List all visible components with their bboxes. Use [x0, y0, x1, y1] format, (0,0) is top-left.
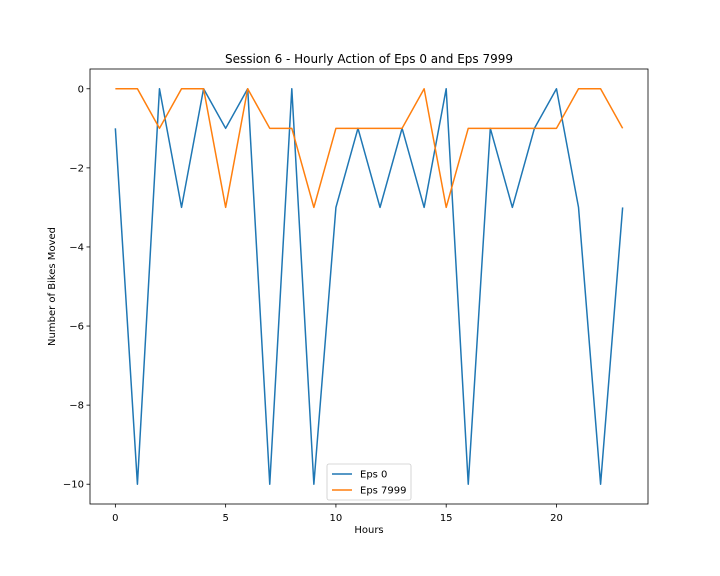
y-tick-label: −6 [69, 322, 84, 333]
x-tick-label: 0 [112, 513, 118, 524]
chart-title: Session 6 - Hourly Action of Eps 0 and E… [225, 52, 513, 66]
y-tick-label: −10 [63, 480, 84, 491]
y-tick-label: −2 [69, 163, 84, 174]
y-axis-ticks: 0 −2 −4 −6 −8 −10 [63, 84, 90, 491]
y-tick-label: 0 [78, 84, 84, 95]
x-tick-label: 20 [550, 513, 563, 524]
x-axis-label: Hours [354, 525, 383, 536]
y-axis-label: Number of Bikes Moved [47, 227, 58, 346]
legend-box [326, 463, 412, 501]
legend: Eps 0 Eps 7999 [326, 463, 412, 501]
legend-label-1: Eps 7999 [360, 486, 407, 497]
x-axis-ticks: 0 5 10 15 20 [112, 504, 563, 524]
legend-label-0: Eps 0 [360, 470, 387, 481]
series-line-1 [115, 88, 624, 209]
plot-frame [89, 68, 649, 505]
series-line-0 [114, 88, 624, 485]
x-tick-label: 5 [222, 513, 228, 524]
y-tick-label: −8 [69, 401, 84, 412]
plot-series [114, 88, 624, 485]
x-tick-label: 10 [330, 513, 343, 524]
x-tick-label: 15 [440, 513, 453, 524]
y-tick-label: −4 [69, 242, 84, 253]
